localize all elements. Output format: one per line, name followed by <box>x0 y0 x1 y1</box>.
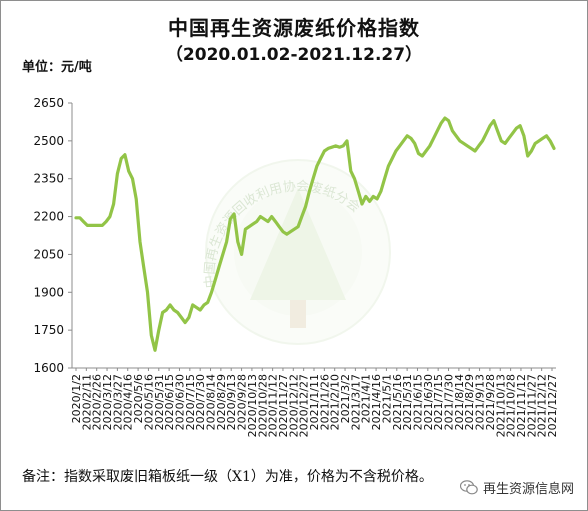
x-tick-label: 2021/11/12 <box>515 374 528 437</box>
x-tick-label: 2021/8/29 <box>463 374 476 430</box>
x-tick-label: 2020/12/12 <box>287 374 300 437</box>
x-tick-label: 2021/11/27 <box>525 374 538 437</box>
wechat-icon <box>459 480 478 495</box>
source-name: 再生资源信息网 <box>482 482 574 497</box>
x-tick-label: 2021/5/1 <box>380 374 393 423</box>
x-tick-label: 2020/6/30 <box>173 374 186 430</box>
x-tick-label: 2021/2/10 <box>329 374 342 430</box>
y-tick-label: 2500 <box>33 134 64 148</box>
x-tick-label: 2020/9/28 <box>236 374 249 430</box>
x-tick-label: 2020/6/15 <box>163 374 176 430</box>
x-tick-label: 2021/7/15 <box>432 374 445 430</box>
x-tick-label: 2020/8/14 <box>205 374 218 430</box>
x-tick-label: 2021/6/30 <box>422 374 435 430</box>
x-tick-label: 2021/10/28 <box>505 374 518 437</box>
y-tick-label: 2200 <box>33 210 64 224</box>
x-tick-label: 2020/10/28 <box>256 374 269 437</box>
y-tick-label: 2350 <box>33 172 64 186</box>
x-tick-label: 2020/10/13 <box>246 374 259 437</box>
x-tick-label: 2021/1/26 <box>318 374 331 430</box>
x-tick-label: 2020/4/16 <box>122 374 135 430</box>
x-tick-label: 2020/5/16 <box>142 374 155 430</box>
x-tick-label: 2020/8/29 <box>215 374 228 430</box>
x-tick-label: 2020/2/11 <box>80 374 93 430</box>
x-tick-label: 2020/9/13 <box>225 374 238 430</box>
x-tick-label: 2021/3/17 <box>349 374 362 430</box>
x-tick-label: 2021/3/2 <box>339 374 352 423</box>
source-credit: 再生资源信息网 <box>459 478 574 497</box>
x-tick-label: 2021/12/27 <box>546 374 559 437</box>
x-tick-label: 2020/3/12 <box>101 374 114 430</box>
x-tick-label: 2020/1/2 <box>70 374 83 423</box>
x-tick-label: 2020/5/31 <box>153 374 166 430</box>
x-tick-label: 2020/11/12 <box>267 374 280 437</box>
x-tick-label: 2020/12/27 <box>298 374 311 437</box>
x-tick-label: 2020/11/27 <box>277 374 290 437</box>
x-tick-label: 2021/8/14 <box>453 374 466 430</box>
y-tick-label: 2650 <box>33 96 64 110</box>
x-tick-label: 2021/7/30 <box>443 374 456 430</box>
y-tick-label: 1600 <box>33 361 64 375</box>
x-tick-label: 2021/5/16 <box>391 374 404 430</box>
x-tick-label: 2020/3/27 <box>111 374 124 430</box>
x-tick-label: 2020/2/26 <box>91 374 104 430</box>
x-tick-label: 2021/1/11 <box>308 374 321 430</box>
footnote: 备注：指数采取废旧箱板纸一级（X1）为准，价格为不含税价格。 <box>22 469 433 485</box>
x-tick-label: 2021/6/15 <box>411 374 424 430</box>
x-tick-label: 2020/5/6 <box>132 374 145 423</box>
y-tick-label: 1900 <box>33 285 64 299</box>
chart-title: 中国再生资源废纸价格指数 <box>168 16 420 40</box>
y-tick-label: 1750 <box>33 323 64 337</box>
y-axis-ticks: 1600 1750 1900 2050 2200 2350 2500 2650 <box>33 96 72 375</box>
unit-label: 单位：元/吨 <box>22 60 92 75</box>
chart-subtitle: （2020.01.02-2021.12.27） <box>165 45 423 65</box>
x-tick-label: 2020/7/15 <box>184 374 197 430</box>
watermark-logo: 中国再生资源回收利用协会废纸分会 <box>203 159 391 345</box>
x-tick-label: 2021/4/1 <box>360 374 373 423</box>
x-tick-label: 2021/4/16 <box>370 374 383 430</box>
x-tick-label: 2021/12/12 <box>536 374 549 437</box>
x-tick-label: 2021/10/13 <box>494 374 507 437</box>
x-tick-label: 2021/9/28 <box>484 374 497 430</box>
x-axis-ticks: 2020/1/22020/2/112020/2/262020/3/122020/… <box>70 368 559 437</box>
x-tick-label: 2020/7/30 <box>194 374 207 430</box>
y-tick-label: 2050 <box>33 247 64 261</box>
x-tick-label: 2021/9/13 <box>474 374 487 430</box>
x-tick-label: 2021/5/31 <box>401 374 414 430</box>
series-line <box>74 116 556 352</box>
